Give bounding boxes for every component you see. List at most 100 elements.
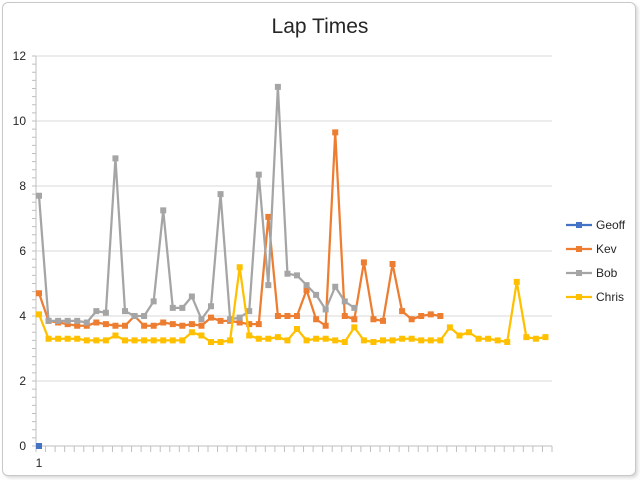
data-point-bob [45,317,52,324]
data-point-bob [284,270,291,277]
data-point-kev [198,322,205,329]
data-point-kev [141,322,148,329]
data-point-bob [150,298,157,305]
data-point-chris [227,337,234,344]
data-point-chris [93,337,100,344]
data-point-chris [141,337,148,344]
data-point-chris [160,337,167,344]
data-point-chris [36,311,42,318]
data-point-kev [102,321,109,328]
data-point-kev [112,322,119,329]
data-point-kev [284,313,291,319]
data-point-bob [122,308,128,315]
data-point-chris [332,337,339,344]
data-point-chris [389,337,396,344]
data-point-kev [341,313,348,319]
y-tick-label: 4 [19,309,26,323]
data-point-kev [93,319,100,326]
data-point-bob [227,316,234,323]
data-point-kev [64,321,71,328]
data-point-chris [131,337,138,344]
data-point-kev [437,313,444,319]
data-point-chris [370,339,377,345]
data-point-bob [112,155,119,162]
data-point-kev [303,287,310,293]
data-point-chris [64,335,71,342]
data-point-chris [494,337,501,344]
chart-title: Lap Times [272,15,369,38]
data-point-chris [150,337,157,344]
data-point-bob [160,207,167,214]
data-point-chris [399,335,406,342]
data-point-bob [55,317,62,324]
axes: 0 2 4 6 8 10 12 1 [13,49,553,470]
series-geoff [36,443,42,449]
legend-marker-kev [576,246,582,252]
data-point-kev [122,322,128,329]
data-point-kev [188,321,195,328]
data-point-bob [332,283,339,290]
data-point-bob [294,272,300,279]
series-line-kev [37,131,441,327]
data-point-bob [188,293,195,300]
legend-entry-geoff: Geoff [566,218,626,232]
data-point-kev [83,322,90,329]
y-tick-label: 8 [19,179,26,193]
data-point-chris [55,335,62,342]
data-point-kev [74,322,81,329]
data-point-kev [208,314,214,321]
plot-area [36,83,549,449]
data-point-kev [322,322,329,329]
data-point-bob [83,319,90,326]
data-point-chris [437,337,444,344]
data-point-kev [169,321,176,328]
legend-entry-chris: Chris [566,290,624,304]
data-point-bob [246,308,253,315]
data-point-bob [131,313,138,319]
data-point-chris [408,335,415,342]
data-point-chris [208,339,214,345]
data-point-bob [217,191,224,198]
data-point-kev [274,313,281,319]
data-point-bob [102,309,109,316]
data-point-geoff [36,443,42,449]
data-point-kev [408,316,415,323]
data-point-kev [389,261,396,267]
data-point-chris [542,334,549,341]
data-point-bob [208,303,214,310]
data-point-chris [246,332,253,339]
data-point-kev [265,213,272,220]
legend-marker-bob [576,270,582,276]
data-point-chris [466,329,472,336]
data-point-kev [179,322,186,329]
y-tick-label: 0 [19,439,26,453]
data-point-kev [246,321,253,328]
data-point-chris [284,337,291,344]
data-point-chris [313,335,320,342]
data-point-kev [427,311,434,318]
data-point-chris [351,324,358,331]
data-point-bob [74,317,81,324]
data-point-kev [255,321,262,328]
legend-label-geoff: Geoff [596,218,626,232]
data-point-chris [122,337,128,344]
data-point-chris [380,337,386,344]
data-point-chris [179,337,186,344]
legend-marker-chris [576,294,582,300]
data-point-chris [504,339,511,345]
data-point-kev [36,290,42,297]
data-point-chris [475,335,482,342]
data-point-bob [64,317,71,324]
legend-label-bob: Bob [596,266,618,280]
data-point-bob [351,304,358,311]
legend-label-kev: Kev [596,242,617,256]
data-point-chris [102,337,109,344]
legend-entry-kev: Kev [566,242,617,256]
data-point-chris [446,324,453,331]
data-point-bob [255,171,262,178]
legend: Geoff Kev Bob Chris [566,218,626,304]
data-point-chris [198,332,205,339]
data-point-kev [360,259,367,266]
data-point-chris [341,339,348,345]
